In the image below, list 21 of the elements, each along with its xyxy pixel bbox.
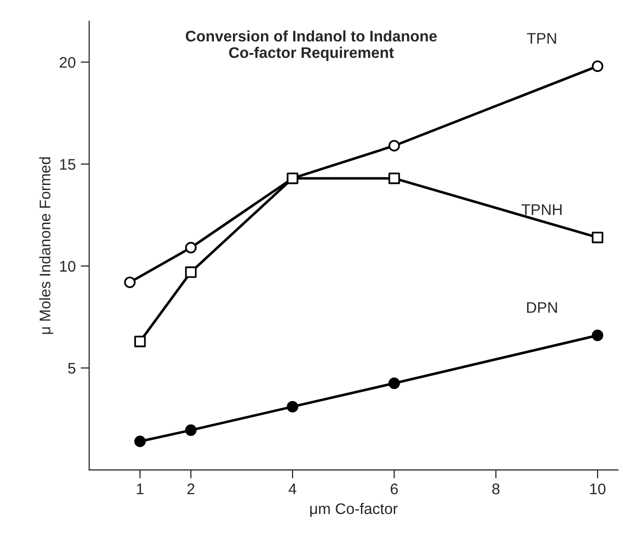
x-tick-label: 8 [492,484,500,494]
point [592,232,604,244]
x-tick-label: 10 [590,484,606,494]
x-tick-label: 2 [187,484,194,494]
text: TPN [527,33,556,44]
y-tick-label: 15 [60,159,76,170]
x-tick-label: 4 [288,484,296,494]
x-tick-label: 6 [390,484,398,494]
text: DPN [527,302,557,313]
series-label: TPNH [522,204,562,215]
point [286,172,298,184]
x-axis-title: μm Co-factor [310,502,398,517]
x-tick-label: 1 [136,484,144,494]
y-tick-label: 20 [60,57,76,68]
point [388,172,400,184]
y-tick-label: 10 [60,260,76,272]
point [134,336,146,348]
point [185,266,197,278]
text: Conversion of Indanol to Indanone Co-factor Requirement [186,30,437,62]
y-axis-title: μ Moles Indanone Formed [39,157,54,334]
y-tick-label: 5 [68,363,76,374]
